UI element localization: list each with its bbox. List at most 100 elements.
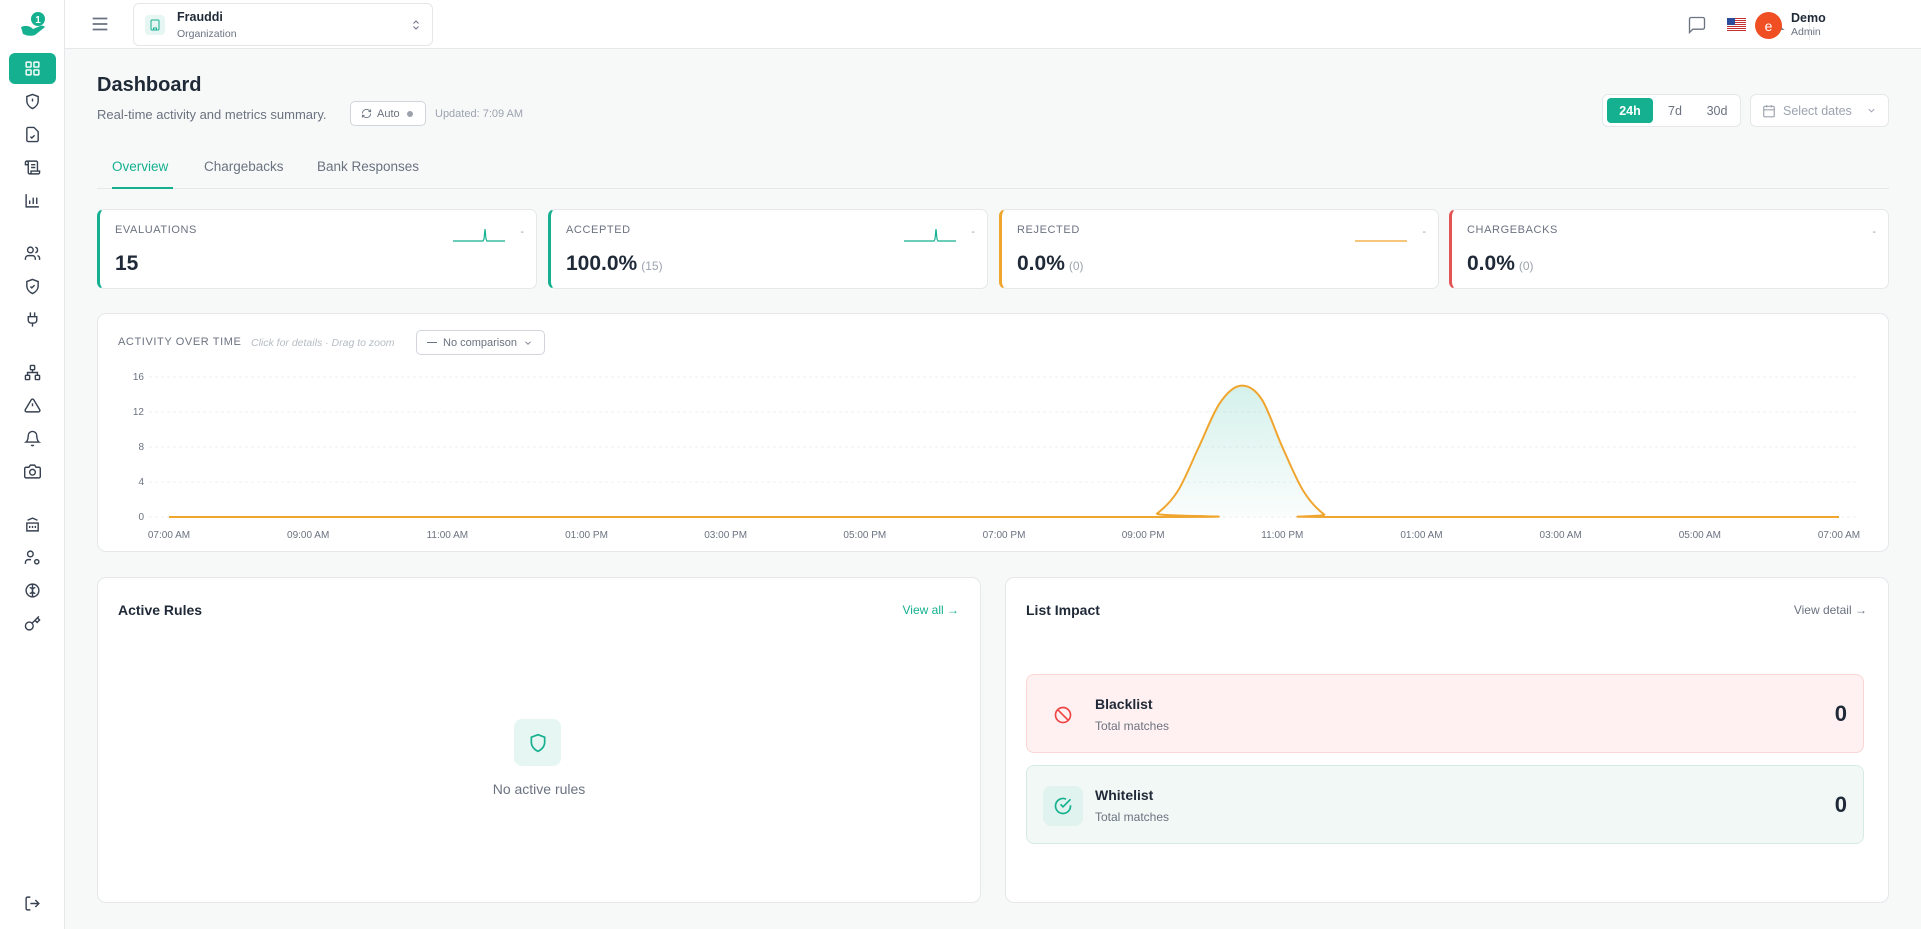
warning-icon: [24, 398, 41, 413]
camera-icon: [24, 464, 41, 479]
sidebar-item-workflows[interactable]: [9, 357, 56, 388]
chart-title: ACTIVITY OVER TIME: [118, 336, 242, 348]
logout-button[interactable]: [9, 888, 56, 919]
file-check-icon: [26, 126, 39, 143]
comparison-dropdown[interactable]: No comparison: [416, 330, 545, 355]
metric-card-rejected[interactable]: REJECTED 0.0% (0) -: [999, 209, 1439, 289]
sidebar-item-reports[interactable]: [9, 185, 56, 216]
tab-bank-responses[interactable]: Bank Responses: [317, 159, 420, 174]
bell-icon: [24, 430, 41, 447]
view-detail-link[interactable]: View detail →: [1793, 603, 1867, 617]
range-24h-button[interactable]: 24h: [1607, 98, 1653, 123]
menu-icon[interactable]: [89, 13, 111, 35]
key-icon: [24, 615, 41, 631]
metric-label: CHARGEBACKS: [1467, 224, 1558, 236]
y-tick-label: 16: [133, 372, 145, 383]
organization-type: Organization: [177, 28, 237, 40]
y-tick-label: 8: [138, 442, 144, 453]
chevrons-up-down-icon: [413, 20, 419, 30]
chevron-down-icon: [525, 340, 531, 345]
sidebar: 1: [0, 0, 65, 929]
y-tick-label: 4: [138, 477, 144, 488]
sitemap-icon: [24, 364, 41, 381]
tab-chargebacks[interactable]: Chargebacks: [204, 159, 284, 174]
building-icon: [145, 15, 165, 35]
auto-refresh-label: Auto: [377, 107, 400, 120]
sidebar-item-snapshots[interactable]: [9, 456, 56, 487]
page-subtitle: Real-time activity and metrics summary.: [97, 107, 327, 122]
x-tick-label: 09:00 AM: [287, 530, 329, 541]
x-tick-label: 03:00 PM: [704, 530, 747, 541]
sidebar-item-risk[interactable]: [9, 86, 56, 117]
blacklist-row[interactable]: Blacklist Total matches 0: [1026, 674, 1864, 753]
date-range-placeholder: Select dates: [1783, 103, 1852, 118]
sidebar-item-rules[interactable]: [9, 271, 56, 302]
app-logo-icon[interactable]: 1: [18, 10, 48, 40]
shield-check-icon: [26, 278, 39, 295]
y-tick-label: 0: [138, 512, 144, 523]
metric-value: 15: [115, 252, 139, 275]
logout-icon: [25, 896, 40, 911]
whitelist-row[interactable]: Whitelist Total matches 0: [1026, 765, 1864, 844]
page-title: Dashboard: [97, 74, 202, 96]
list-subtitle: Total matches: [1095, 719, 1170, 733]
sidebar-item-team[interactable]: [9, 542, 56, 573]
sparkline: [453, 228, 505, 242]
sidebar-item-logs[interactable]: [9, 152, 56, 183]
svg-text:1: 1: [35, 15, 41, 26]
panel-title: Active Rules: [118, 602, 203, 618]
us-flag-icon[interactable]: [1727, 18, 1746, 31]
check-circle-icon: [1043, 786, 1083, 826]
brain-icon: [25, 583, 40, 598]
list-count: 0: [1834, 701, 1847, 726]
users-icon: [24, 246, 41, 260]
x-tick-label: 01:00 PM: [565, 530, 608, 541]
user-cog-icon: [24, 550, 40, 565]
range-7d-button[interactable]: 7d: [1668, 103, 1682, 118]
tab-overview[interactable]: Overview: [112, 159, 173, 189]
activity-chart[interactable]: 16 12 8 4 0 07:00 AM 09:00 AM 11:00 AM 01:00 PM 0…: [98, 314, 1890, 553]
topbar-divider: [1809, 10, 1810, 40]
bank-icon: [26, 517, 39, 532]
bar-chart-icon: [25, 194, 39, 208]
auto-refresh-button[interactable]: Auto: [350, 101, 426, 126]
user-name[interactable]: Demo: [1791, 11, 1826, 25]
activity-chart-card: 16 12 8 4 0 07:00 AM 09:00 AM 11:00 AM 01:00 PM 0…: [97, 313, 1889, 552]
dashboard-icon: [25, 61, 40, 76]
metric-card-accepted[interactable]: ACCEPTED 100.0% (15) -: [548, 209, 988, 289]
metric-card-evaluations[interactable]: EVALUATIONS 15 -: [97, 209, 537, 289]
user-avatar[interactable]: e: [1755, 12, 1782, 39]
dashboard-tabs: Overview Chargebacks Bank Responses: [97, 152, 1889, 189]
sidebar-item-api-keys[interactable]: [9, 608, 56, 639]
metric-card-chargebacks[interactable]: CHARGEBACKS 0.0% (0) -: [1449, 209, 1889, 289]
x-tick-label: 11:00 PM: [1261, 530, 1303, 541]
sidebar-item-banks[interactable]: [9, 509, 56, 540]
organization-selector[interactable]: Frauddi Organization: [133, 3, 433, 46]
metric-count: (0): [1518, 259, 1534, 273]
sidebar-item-integrations[interactable]: [9, 304, 56, 335]
view-all-link[interactable]: View all →: [902, 603, 959, 617]
empty-state-text: No active rules: [492, 781, 586, 797]
metric-value: 100.0% (15): [566, 252, 663, 275]
x-tick-label: 09:00 PM: [1122, 530, 1165, 541]
x-tick-label: 07:00 AM: [1818, 530, 1860, 541]
sidebar-item-notifications[interactable]: [9, 423, 56, 454]
list-name: Blacklist: [1095, 696, 1153, 712]
metric-trend: -: [1872, 226, 1876, 238]
x-tick-label: 07:00 PM: [983, 530, 1026, 541]
date-range-picker[interactable]: Select dates: [1750, 94, 1889, 127]
time-range-group: 24h 7d 30d: [1602, 94, 1741, 127]
metric-trend: -: [971, 226, 975, 238]
ban-icon: [1043, 695, 1083, 735]
sidebar-item-users[interactable]: [9, 238, 56, 269]
range-30d-button[interactable]: 30d: [1706, 103, 1728, 118]
sidebar-item-models[interactable]: [9, 575, 56, 606]
list-subtitle: Total matches: [1095, 810, 1170, 824]
sidebar-item-dashboard[interactable]: [9, 53, 56, 84]
metric-count: (0): [1068, 259, 1084, 273]
scroll-icon: [24, 160, 41, 175]
sidebar-item-alerts[interactable]: [9, 390, 56, 421]
chat-icon[interactable]: [1687, 15, 1707, 35]
sidebar-item-evaluations[interactable]: [9, 119, 56, 150]
panel-title: List Impact: [1026, 602, 1100, 618]
